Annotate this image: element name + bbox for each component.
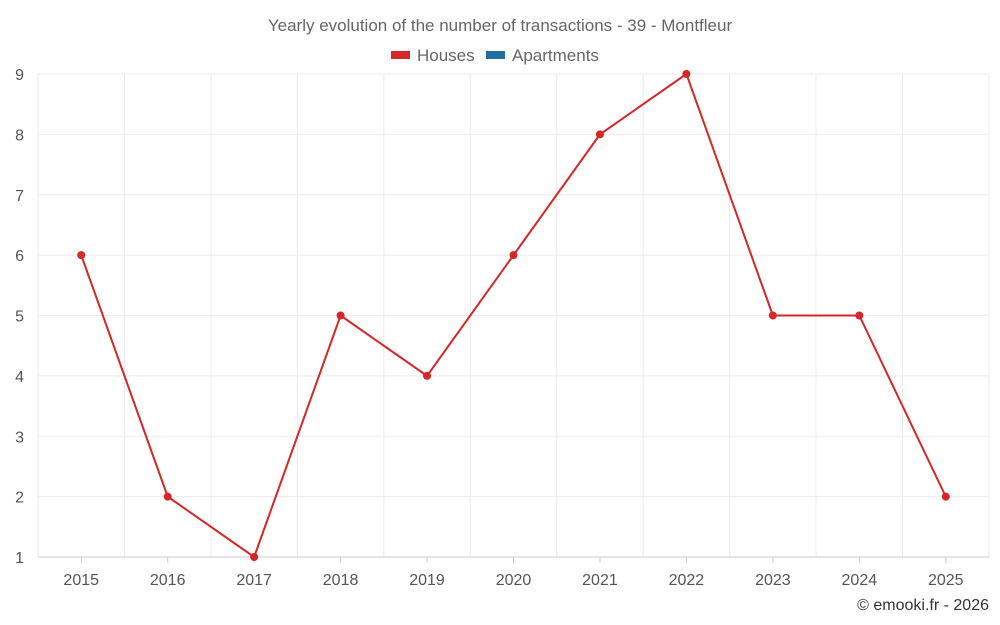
- data-point-houses-2015[interactable]: [77, 251, 86, 260]
- data-point-houses-2023[interactable]: [768, 311, 777, 320]
- x-tick-label: 2017: [236, 572, 272, 589]
- x-tick-label: 2022: [669, 572, 705, 589]
- data-point-houses-2017[interactable]: [250, 553, 259, 561]
- x-tick-label: 2015: [63, 572, 99, 589]
- x-axis-ticks: 2015 2016 2017 2018 2019 2020 2021 2022 2023 2024…: [63, 572, 963, 589]
- data-point-houses-2020[interactable]: [509, 251, 518, 260]
- y-tick-label: 1: [15, 550, 24, 567]
- x-tick-label: 2016: [150, 572, 186, 589]
- data-point-houses-2024[interactable]: [855, 311, 864, 320]
- legend-item-houses[interactable]: Houses: [391, 46, 475, 65]
- data-point-houses-2022[interactable]: [682, 70, 691, 78]
- x-tick-label: 2021: [582, 572, 618, 589]
- y-tick-label: 9: [15, 67, 24, 84]
- series-layer: [77, 70, 950, 561]
- y-axis-ticks: 1 2 3 4 5 6 7 8 9: [15, 67, 24, 567]
- chart-title: Yearly evolution of the number of transa…: [268, 16, 733, 35]
- x-tick-label: 2018: [323, 572, 359, 589]
- x-tick-label: 2019: [409, 572, 445, 589]
- x-tick-label: 2023: [755, 572, 791, 589]
- data-point-houses-2025[interactable]: [941, 492, 950, 501]
- legend[interactable]: Houses Apartments: [391, 46, 599, 65]
- data-point-houses-2021[interactable]: [595, 130, 604, 139]
- legend-label-apartments: Apartments: [512, 46, 599, 65]
- y-tick-label: 5: [15, 309, 24, 326]
- y-tick-label: 4: [15, 369, 24, 386]
- data-point-houses-2019[interactable]: [423, 371, 432, 380]
- legend-label-houses: Houses: [417, 46, 475, 65]
- legend-item-apartments[interactable]: Apartments: [486, 46, 599, 65]
- y-tick-label: 7: [15, 188, 24, 205]
- y-tick-label: 3: [15, 429, 24, 446]
- axes: [38, 556, 989, 563]
- x-tick-label: 2024: [842, 572, 878, 589]
- y-tick-label: 2: [15, 490, 24, 507]
- legend-swatch-apartments: [486, 51, 505, 59]
- credit-text: © emooki.fr - 2026: [857, 597, 989, 614]
- x-tick-label: 2025: [928, 572, 964, 589]
- data-point-houses-2018[interactable]: [336, 311, 345, 320]
- data-point-houses-2016[interactable]: [163, 492, 172, 501]
- x-tick-label: 2020: [496, 572, 532, 589]
- legend-swatch-houses: [391, 51, 410, 59]
- y-tick-label: 6: [15, 248, 24, 265]
- y-tick-label: 8: [15, 127, 24, 144]
